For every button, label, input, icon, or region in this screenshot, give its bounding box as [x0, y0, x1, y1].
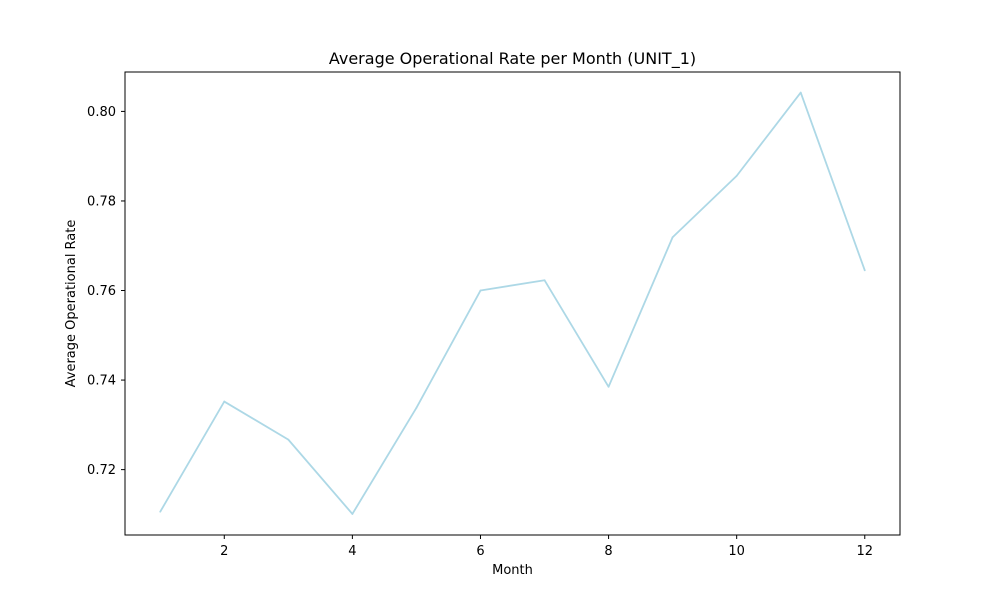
- series-line: [159, 91, 866, 515]
- data-point: [543, 279, 546, 282]
- data-point: [735, 174, 738, 177]
- data-point: [287, 438, 290, 441]
- x-tick-label: 6: [476, 544, 484, 559]
- x-tick-label: 4: [348, 544, 356, 559]
- x-axis-label: Month: [492, 563, 533, 578]
- plot-area: [125, 72, 900, 535]
- data-point: [223, 400, 226, 403]
- y-tick-label: 0.74: [87, 374, 116, 389]
- y-tick-label: 0.72: [87, 463, 116, 478]
- x-tick-label: 12: [856, 544, 873, 559]
- data-layer: [159, 91, 866, 515]
- data-point: [607, 385, 610, 388]
- y-axis-label: Average Operational Rate: [64, 220, 79, 388]
- data-point: [415, 406, 418, 409]
- data-point: [799, 91, 802, 94]
- y-tick-label: 0.78: [87, 194, 116, 209]
- x-axis: 2 4 6 8 10 12: [220, 535, 873, 559]
- y-tick-label: 0.76: [87, 284, 116, 299]
- data-point: [351, 513, 354, 515]
- y-tick-label: 0.80: [87, 105, 116, 120]
- data-point: [479, 289, 482, 292]
- chart-title: Average Operational Rate per Month (UNIT…: [329, 49, 696, 69]
- data-point: [671, 236, 674, 239]
- y-axis: 0.72 0.74 0.76 0.78 0.80: [87, 105, 125, 478]
- x-tick-label: 8: [604, 544, 612, 559]
- x-tick-label: 2: [220, 544, 228, 559]
- x-tick-label: 10: [728, 544, 745, 559]
- data-point: [159, 510, 162, 513]
- data-point: [863, 269, 866, 272]
- plot-frame: [124, 71, 901, 536]
